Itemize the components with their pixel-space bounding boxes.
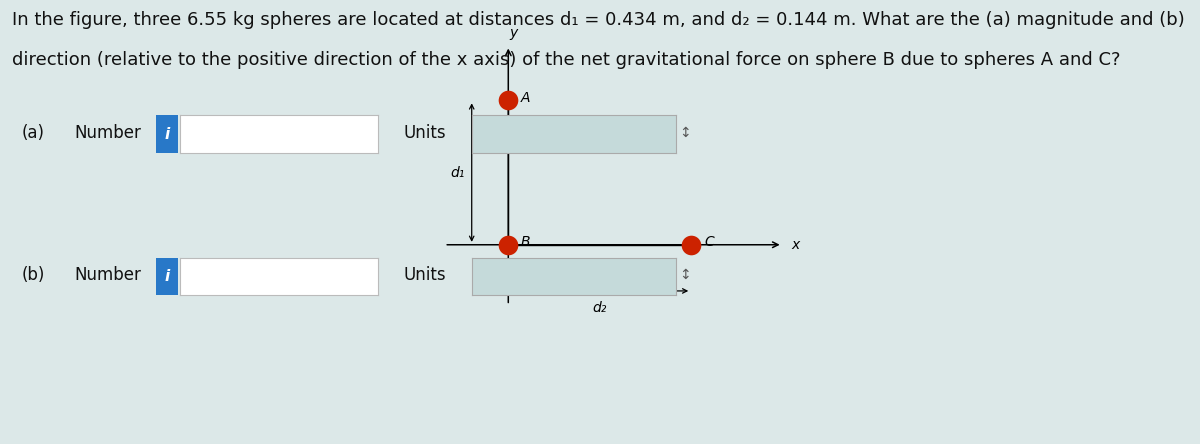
Text: y: y (510, 26, 518, 40)
Text: ↕: ↕ (679, 126, 691, 140)
Text: i: i (164, 127, 169, 142)
Text: A: A (521, 91, 530, 105)
Text: B: B (521, 235, 530, 249)
Text: Number: Number (74, 124, 142, 142)
Text: Units: Units (403, 124, 446, 142)
Text: C: C (704, 235, 714, 249)
Text: (a): (a) (22, 124, 44, 142)
Point (499, 97, 518, 104)
Text: Units: Units (403, 266, 446, 284)
Text: Number: Number (74, 266, 142, 284)
Point (499, 241, 518, 248)
Text: ↕: ↕ (679, 268, 691, 282)
Text: direction (relative to the positive direction of the x axis) of the net gravitat: direction (relative to the positive dire… (12, 51, 1121, 69)
Text: d₂: d₂ (593, 301, 607, 315)
Text: x: x (792, 238, 800, 252)
Text: i: i (164, 269, 169, 284)
Text: In the figure, three 6.55 kg spheres are located at distances d₁ = 0.434 m, and : In the figure, three 6.55 kg spheres are… (12, 11, 1184, 29)
Text: d₁: d₁ (450, 166, 464, 180)
Text: (b): (b) (22, 266, 44, 284)
Point (682, 241, 701, 248)
